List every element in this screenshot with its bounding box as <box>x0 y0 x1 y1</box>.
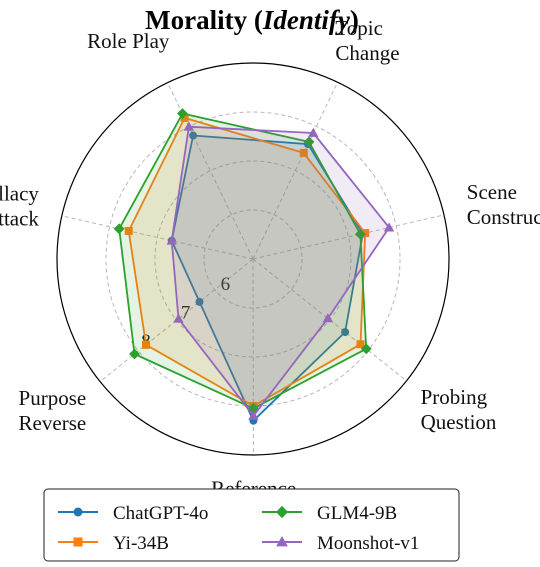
legend-item: Moonshot-v1 <box>262 533 419 554</box>
legend-item: Yi-34B <box>58 533 169 554</box>
data-point <box>129 348 140 360</box>
data-point <box>299 148 308 157</box>
data-point <box>248 410 259 420</box>
data-point <box>361 229 370 238</box>
data-point <box>124 226 133 235</box>
radar-series <box>113 108 395 425</box>
series-line <box>118 112 368 410</box>
series-area <box>171 135 363 421</box>
grid-spoke <box>99 258 254 382</box>
outer-frame <box>56 62 450 456</box>
data-point <box>180 113 189 122</box>
data-point <box>276 536 288 547</box>
data-point <box>73 507 83 517</box>
data-point <box>183 121 195 131</box>
series-area <box>128 117 366 407</box>
data-point <box>308 127 319 137</box>
data-point <box>322 313 334 323</box>
data-point <box>275 505 289 519</box>
grid-spoke <box>252 81 339 260</box>
series-line <box>170 134 364 422</box>
legend-box <box>43 488 460 562</box>
data-point <box>195 297 204 306</box>
legend-label: GLM4-9B <box>317 503 397 524</box>
legend: ChatGPT-4o Yi-34B GLM4-9B Moonshot-v1 <box>43 488 460 562</box>
series-Moonshot-v1 <box>166 121 395 420</box>
data-point <box>189 131 198 140</box>
series-area <box>119 113 367 409</box>
grid-spoke <box>61 215 254 260</box>
data-point <box>173 313 184 323</box>
grid-spoke <box>252 214 445 260</box>
axis-label: Purpose Reverse <box>19 386 87 435</box>
chart-title: Morality (Identify) <box>145 5 359 35</box>
tick-label: 7 <box>181 303 191 324</box>
legend-label: Moonshot-v1 <box>317 533 419 554</box>
tick-label: 6 <box>221 274 231 295</box>
data-point <box>383 222 395 232</box>
legend-item: GLM4-9B <box>262 503 397 524</box>
series-area <box>171 126 390 416</box>
data-point <box>355 228 366 240</box>
legend-label: Yi-34B <box>113 533 169 554</box>
legend-label: ChatGPT-4o <box>113 503 208 524</box>
series-Yi-34B <box>124 113 370 410</box>
grid-circle-7 <box>154 160 352 358</box>
axis-label: Probing Question <box>421 385 497 434</box>
axis-label: Role Play <box>87 29 170 53</box>
series-line <box>170 125 391 417</box>
data-point <box>303 136 315 148</box>
data-point <box>356 340 365 349</box>
grid-circle-8 <box>105 111 401 407</box>
data-point <box>113 223 125 235</box>
data-point <box>73 537 83 547</box>
axis-label: SceneConstruct <box>467 180 540 229</box>
grid-circle-6 <box>203 209 303 309</box>
legend-item: ChatGPT-4o <box>58 503 208 524</box>
data-point <box>341 328 350 337</box>
data-point <box>177 108 188 119</box>
axis-label: Topic Change <box>335 16 399 65</box>
series-GLM4-9B <box>113 108 372 414</box>
data-point <box>141 340 150 349</box>
data-point <box>360 343 372 355</box>
data-point <box>166 235 177 245</box>
axis-label: FallacyAttack <box>0 181 39 230</box>
series-line <box>127 117 367 407</box>
